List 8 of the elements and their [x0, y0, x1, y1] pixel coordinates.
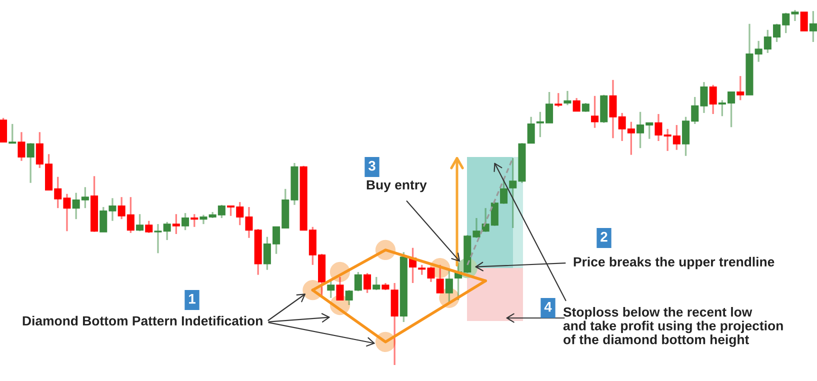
annotation: Price breaks the upper trendline	[574, 256, 774, 270]
annotation: 3	[368, 160, 376, 171]
annotation: 4	[544, 302, 552, 312]
annotation: 1	[189, 294, 196, 304]
annotation: Diamond Bottom Pattern Indetification	[22, 316, 262, 326]
annotation: 2	[600, 232, 608, 242]
annotation: Stoploss below the recent low and take profit using the projection of the diamond bottom height	[563, 307, 783, 347]
annotation: Buy entry	[366, 180, 427, 192]
